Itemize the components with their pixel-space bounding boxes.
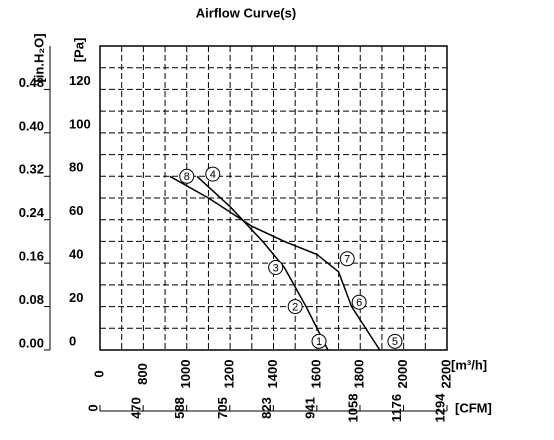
y2-tick-label: 0.08 xyxy=(19,292,44,307)
curve xyxy=(196,175,329,351)
y2-tick-label: 0.32 xyxy=(19,162,44,177)
x2-tick-label: 1294 xyxy=(432,393,447,423)
chart-title: Airflow Curve(s) xyxy=(196,5,296,20)
x2-tick-label: 705 xyxy=(215,397,230,419)
y-axis-label: [Pa] xyxy=(71,38,86,63)
y-tick-label: 20 xyxy=(69,290,83,305)
curve-marker xyxy=(351,294,367,310)
x-tick-label: 1000 xyxy=(178,360,193,389)
x2-tick-label: 0 xyxy=(85,404,100,411)
x2-tick-label: 823 xyxy=(259,397,274,419)
curve-marker-label: 1 xyxy=(316,336,322,348)
curve-marker-label: 8 xyxy=(184,171,190,183)
x2-tick-label: 1176 xyxy=(389,394,404,422)
plot-frame xyxy=(99,45,448,351)
y2-tick-label: 0.24 xyxy=(19,205,45,220)
curve-marker xyxy=(268,259,284,275)
y2-tick-label: 0.00 xyxy=(19,335,44,350)
x-tick-label: 1400 xyxy=(265,360,280,389)
y2-axis-label: [in.H₂O] xyxy=(31,33,46,82)
x-tick-label: 1600 xyxy=(308,360,323,389)
curve-marker xyxy=(339,251,355,267)
curve-marker xyxy=(179,168,195,184)
x-tick-label: 1200 xyxy=(222,360,237,389)
x-tick-label: 800 xyxy=(135,363,150,385)
y-tick-label: 80 xyxy=(69,160,83,175)
curve-marker xyxy=(205,166,221,182)
x2-tick-label: 941 xyxy=(302,397,317,419)
curve-marker-label: 5 xyxy=(392,336,398,348)
y-tick-label: 60 xyxy=(69,203,83,218)
x2-tick-label: 1058 xyxy=(345,394,360,423)
y-tick-label: 0 xyxy=(69,333,76,348)
x-tick-label: 0 xyxy=(91,370,106,377)
y2-tick-label: 0.16 xyxy=(19,249,44,264)
x2-axis-label: [CFM] xyxy=(455,400,492,415)
y-tick-label: 100 xyxy=(69,116,91,131)
y2-tick-label: 0.40 xyxy=(19,118,44,133)
x-tick-label: 2000 xyxy=(395,360,410,389)
x2-tick-label: 470 xyxy=(129,397,144,419)
curve-marker xyxy=(287,299,303,315)
y-tick-label: 120 xyxy=(69,73,91,88)
curve-marker-label: 3 xyxy=(273,262,279,274)
x-axis-label: [m³/h] xyxy=(451,357,487,372)
curve-marker-label: 2 xyxy=(292,301,298,313)
curve-marker xyxy=(311,333,327,349)
x2-tick-label: 588 xyxy=(172,397,187,419)
y2-tick-label: 0.48 xyxy=(19,75,44,90)
curve-marker xyxy=(387,333,403,349)
curve-marker-label: 4 xyxy=(210,169,216,181)
curve xyxy=(169,175,381,351)
curve-marker-label: 7 xyxy=(344,254,350,266)
curve-marker-label: 6 xyxy=(356,297,362,309)
x-tick-label: 2200 xyxy=(438,360,453,389)
y-tick-label: 40 xyxy=(69,247,83,262)
x-tick-label: 1800 xyxy=(352,360,367,389)
